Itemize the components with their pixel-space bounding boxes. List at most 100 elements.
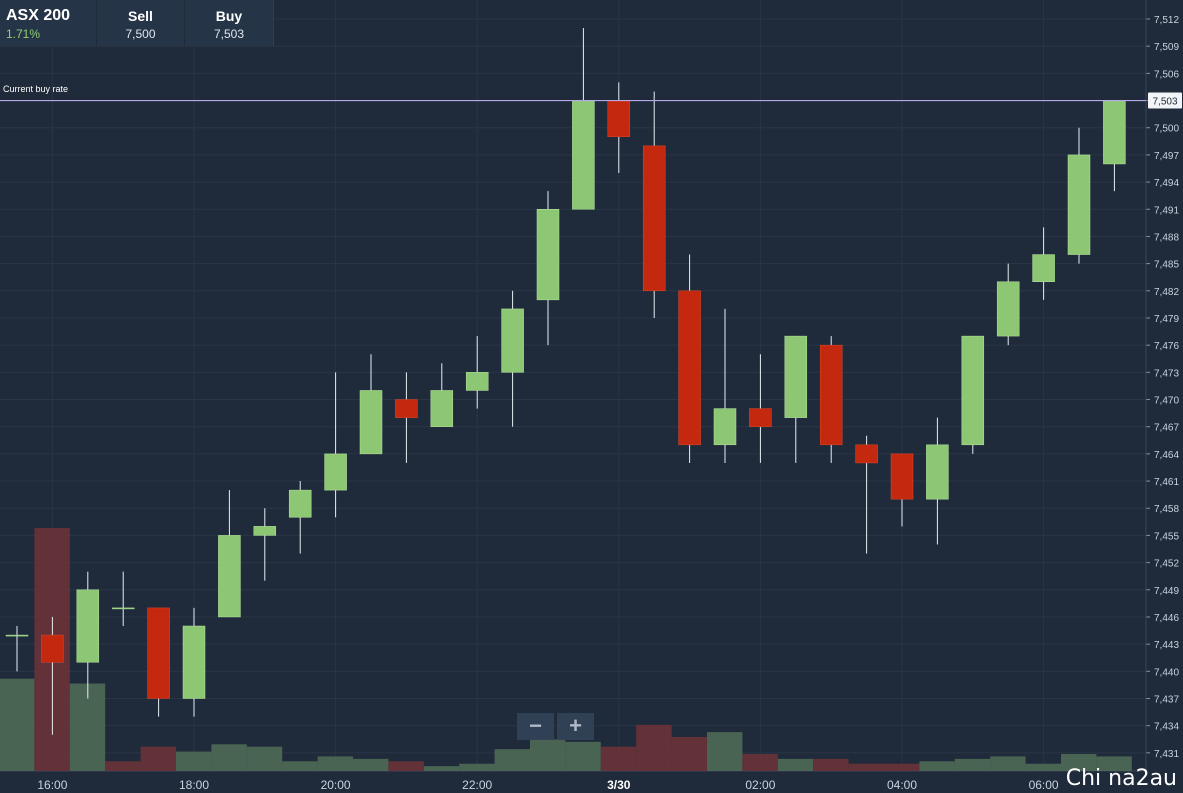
y-tick-label: 7,491 [1154,205,1179,216]
volume-bar [317,756,353,771]
candle-body [465,372,489,391]
instrument-change: 1.71% [6,27,41,41]
candle-body [359,390,383,455]
zoom-in-button[interactable]: + [557,713,594,740]
instrument-cell[interactable]: ASX 200 1.71% [0,0,97,46]
y-tick-label: 7,467 [1154,423,1179,434]
watermark-text: Chi na2au [1065,766,1177,791]
sell-button[interactable]: Sell 7,500 [97,0,185,46]
volume-bar [777,758,814,771]
y-tick-label: 7,497 [1154,151,1179,162]
volume-bar [884,763,920,771]
candle-body [996,281,1020,337]
y-tick-label: 7,494 [1154,178,1179,189]
volume-bar [423,766,460,771]
x-tick-label: 3/30 [607,778,631,792]
buy-button[interactable]: Buy 7,503 [185,0,273,46]
volume-bar [105,761,141,771]
x-tick-label: 02:00 [745,778,775,792]
candle-body [1103,100,1126,165]
candle-body [749,408,772,427]
candle-body [926,444,949,500]
y-tick-label: 7,431 [1154,749,1179,760]
candle-body [5,634,29,637]
candle-body [713,408,737,446]
zoom-out-button[interactable]: − [517,713,554,740]
volume-bar [246,746,283,771]
volume-bar [282,761,318,771]
candle-body [182,625,206,699]
quote-panel: ASX 200 1.71% Sell 7,500 Buy 7,503 [0,0,274,46]
candle-body [501,308,524,373]
candle-body [41,634,64,663]
y-tick-label: 7,482 [1154,287,1179,298]
current-buy-rate-label: Current buy rate [3,84,69,94]
volume-bar [459,763,495,771]
volume-bar [565,741,601,771]
buy-value: 7,503 [213,27,245,41]
candle-body [855,444,878,464]
x-tick-label: 04:00 [887,778,917,792]
zoom-controls: − + [517,713,594,740]
candle-body [395,399,418,418]
y-tick-label: 7,458 [1154,504,1179,515]
candle-body [76,589,100,663]
candle-body [678,290,701,446]
candle-body [1032,254,1055,282]
y-tick-label: 7,464 [1154,450,1179,461]
y-tick-label: 7,473 [1154,368,1179,379]
candle-body [288,489,312,518]
candle-body [819,344,843,446]
candle-body [1067,154,1091,255]
volume-bar [1025,763,1061,771]
y-tick-label: 7,479 [1154,314,1179,325]
y-tick-label: 7,470 [1154,396,1179,407]
y-tick-label: 7,455 [1154,531,1179,542]
y-tick-label: 7,509 [1154,42,1179,53]
volume-bar [848,763,884,771]
candle-body [430,390,454,427]
y-tick-label: 7,476 [1154,341,1179,352]
x-tick-label: 16:00 [37,778,67,792]
candle-body [218,535,241,618]
candle-body [642,145,666,292]
volume-bar [671,736,707,771]
volume-bar [742,753,778,771]
volume-bar [211,744,247,771]
volume-bar [636,724,672,771]
volume-bar [0,678,35,771]
y-tick-label: 7,452 [1154,559,1179,570]
candle-body [111,607,135,610]
candle-body [784,335,808,418]
volume-bar [707,732,743,771]
y-tick-label: 7,446 [1154,613,1179,624]
x-tick-label: 20:00 [321,778,351,792]
candle-body [607,100,631,138]
candle-body [572,100,595,210]
candle-body [324,453,347,491]
volume-bar [530,739,566,771]
y-tick-label: 7,506 [1154,69,1179,80]
y-tick-label: 7,512 [1154,15,1179,26]
candle-body [253,526,277,536]
candle-body [147,607,170,699]
volume-bar [494,749,530,771]
instrument-name: ASX 200 [6,7,71,24]
volume-bar [990,756,1026,771]
volume-bar [353,758,389,771]
candle-body [961,335,985,446]
candle-body [890,453,914,500]
y-tick-label: 7,443 [1154,640,1179,651]
volume-bar [600,746,637,771]
x-tick-label: 22:00 [462,778,492,792]
sell-value: 7,500 [125,27,156,41]
volume-bar [176,751,212,771]
volume-bar [954,758,991,771]
y-tick-label: 7,485 [1154,260,1179,271]
x-tick-label: 06:00 [1029,778,1059,792]
candle-body [536,209,560,301]
volume-bar [813,758,849,771]
x-tick-label: 18:00 [179,778,209,792]
volume-bar [1061,753,1097,771]
